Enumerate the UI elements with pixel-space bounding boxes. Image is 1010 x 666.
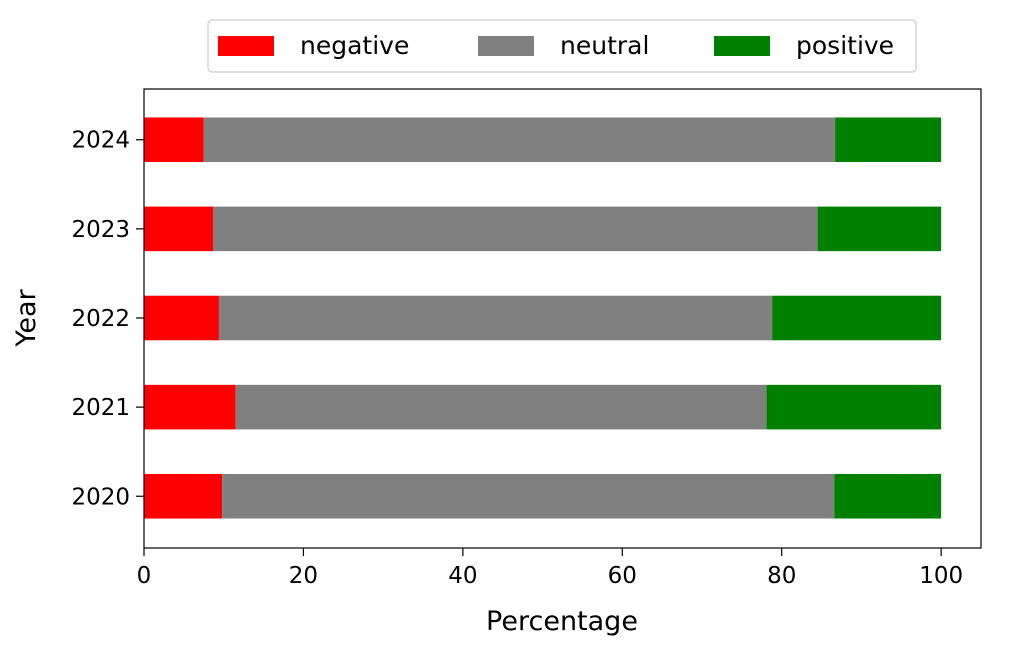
legend-label-neutral: neutral: [560, 31, 649, 60]
bar-positive-2021: [766, 384, 942, 430]
legend-swatch-positive: [714, 36, 770, 56]
x-tick-label: 0: [137, 563, 152, 589]
y-tick-label: 2023: [71, 217, 130, 243]
bars-group: [144, 117, 942, 519]
bar-neutral-2023: [213, 206, 818, 252]
legend-label-negative: negative: [300, 31, 409, 60]
legend-swatch-negative: [218, 36, 274, 56]
x-tick-label: 40: [448, 563, 477, 589]
x-tick-label: 60: [608, 563, 637, 589]
bar-neutral-2020: [222, 473, 835, 519]
bar-positive-2024: [835, 117, 942, 163]
bar-positive-2020: [834, 473, 942, 519]
bar-neutral-2022: [218, 295, 773, 341]
y-tick-label: 2021: [71, 395, 130, 421]
bar-neutral-2024: [203, 117, 836, 163]
bar-negative-2023: [144, 206, 214, 252]
y-tick-label: 2020: [71, 484, 130, 510]
x-tick-label: 20: [289, 563, 318, 589]
y-axis-title: Year: [11, 289, 42, 348]
bar-neutral-2021: [235, 384, 767, 430]
x-axis-title: Percentage: [486, 606, 638, 637]
bar-negative-2021: [144, 384, 236, 430]
y-tick-label: 2024: [71, 128, 130, 154]
legend: negative neutral positive: [207, 19, 917, 73]
y-axis-ticks: 2020 2021 2022 2023 2024: [71, 128, 144, 510]
bar-negative-2020: [144, 473, 223, 519]
x-tick-label: 100: [919, 563, 963, 589]
x-axis-ticks: 0 20 40 60 80 100: [137, 548, 963, 589]
bar-negative-2022: [144, 295, 219, 341]
legend-frame: [207, 19, 917, 73]
bar-negative-2024: [144, 117, 204, 163]
x-tick-label: 80: [767, 563, 796, 589]
bar-positive-2023: [817, 206, 942, 252]
legend-swatch-neutral: [478, 36, 534, 56]
legend-label-positive: positive: [796, 31, 894, 60]
bar-positive-2022: [772, 295, 942, 341]
y-tick-label: 2022: [71, 306, 130, 332]
